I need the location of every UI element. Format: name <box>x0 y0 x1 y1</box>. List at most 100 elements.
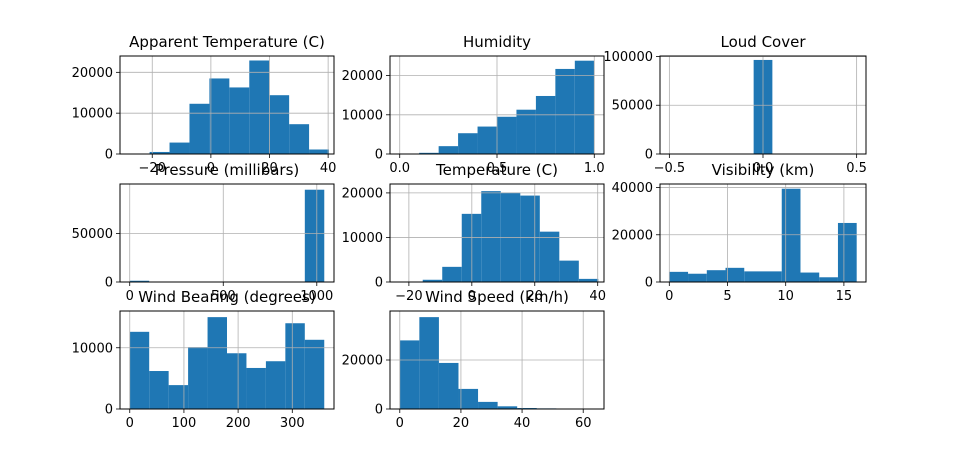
histogram-panel: 0.0 0.5 1.0 0 10000 20000 Humidity <box>342 33 605 176</box>
histogram-bar <box>688 273 707 282</box>
x-tick-label: 0 <box>468 289 476 304</box>
histogram-bar <box>539 231 560 282</box>
y-tick-label: 20000 <box>342 354 383 369</box>
histogram-bar <box>289 124 310 154</box>
x-tick-label: 5 <box>723 289 731 304</box>
panel-title: Humidity <box>463 33 531 51</box>
histogram-bar <box>481 191 501 282</box>
y-tick-label: 10000 <box>72 341 113 356</box>
x-tick-label: 1000 <box>300 289 333 304</box>
histogram-panel: −20 0 20 40 0 10000 20000 Temperature (C) <box>342 161 606 304</box>
x-tick-label: 0.5 <box>846 161 867 176</box>
histogram-bar <box>458 133 478 154</box>
x-tick-label: 15 <box>836 289 853 304</box>
histogram-bar <box>269 95 290 154</box>
axes-frame <box>389 183 605 283</box>
histogram-bar <box>763 271 782 282</box>
histogram-bar <box>209 78 230 154</box>
histogram-panel: −20 0 20 40 0 10000 20000 Apparent Temperature … <box>72 33 337 176</box>
histogram-bar <box>422 279 443 282</box>
y-tick-label: 20000 <box>612 228 653 243</box>
histogram-bar <box>837 222 857 282</box>
histogram-bar <box>438 146 459 154</box>
x-tick-label: 200 <box>226 416 251 431</box>
histogram-panel: 0 20 40 60 0 20000 Wind Speed (km/h) <box>342 288 605 431</box>
histogram-bar <box>442 266 462 282</box>
histogram-bar <box>555 68 575 154</box>
axes-frame <box>119 55 335 155</box>
histogram-bar <box>265 361 286 409</box>
x-tick-label: 0 <box>396 416 404 431</box>
y-tick-label: 100000 <box>603 50 653 65</box>
histogram-bar <box>706 270 726 282</box>
histogram-bar <box>478 401 498 409</box>
histogram-bar <box>419 152 439 154</box>
panel-title: Wind Bearing (degrees) <box>138 288 315 306</box>
y-tick-label: 0 <box>105 403 113 418</box>
x-tick-label: 40 <box>320 161 337 176</box>
histogram-bar <box>207 317 227 410</box>
histogram-bar <box>497 406 518 409</box>
x-tick-label: 10 <box>777 289 794 304</box>
histogram-bar <box>227 353 247 409</box>
y-tick-label: 0 <box>105 148 113 163</box>
x-tick-label: 0.5 <box>487 161 508 176</box>
histogram-bar <box>458 388 479 409</box>
panel-title: Wind Speed (km/h) <box>425 288 569 306</box>
y-tick-label: 20000 <box>342 69 383 84</box>
histogram-bar <box>285 323 305 409</box>
y-tick-label: 0 <box>375 148 383 163</box>
histogram-bar <box>168 385 189 409</box>
y-tick-label: 0 <box>375 403 383 418</box>
histogram-bar <box>819 277 838 282</box>
axes-frame <box>119 310 335 410</box>
x-tick-label: −0.5 <box>654 161 686 176</box>
y-tick-label: 0 <box>375 276 383 291</box>
histogram-bar <box>149 151 170 154</box>
histogram-bar <box>574 60 595 155</box>
histogram-bar <box>516 109 536 154</box>
panel-title: Temperature (C) <box>435 161 558 179</box>
y-tick-label: 10000 <box>342 231 383 246</box>
x-tick-label: 60 <box>575 416 592 431</box>
y-tick-label: 0 <box>105 276 113 291</box>
histogram-bar <box>725 267 745 282</box>
histogram-bar <box>399 340 420 409</box>
x-tick-label: 100 <box>172 416 197 431</box>
panel-title: Loud Cover <box>721 33 807 51</box>
y-tick-label: 40000 <box>612 181 653 196</box>
panel-title: Apparent Temperature (C) <box>129 33 325 51</box>
histogram-bar <box>477 126 497 154</box>
y-tick-label: 10000 <box>342 108 383 123</box>
x-tick-label: 0 <box>126 416 134 431</box>
y-tick-label: 20000 <box>72 66 113 81</box>
x-tick-label: −20 <box>395 289 422 304</box>
x-tick-label: 500 <box>211 289 236 304</box>
x-tick-label: 0.0 <box>389 161 410 176</box>
axes-frame <box>659 183 867 283</box>
histogram-bar <box>149 371 169 409</box>
x-tick-label: −20 <box>139 161 166 176</box>
histogram-bar <box>249 60 270 154</box>
histogram-bar <box>309 149 330 154</box>
x-tick-label: 20 <box>453 416 470 431</box>
histogram-bar <box>169 142 190 154</box>
panel-title: Pressure (millibars) <box>155 161 300 179</box>
y-tick-label: 10000 <box>72 107 113 122</box>
histogram-panel: 0 500 1000 0 50000 Pressure (millibars) <box>72 161 335 304</box>
histogram-bar <box>229 87 250 154</box>
histogram-bar <box>520 195 540 282</box>
x-tick-label: 20 <box>526 289 543 304</box>
y-tick-label: 0 <box>645 276 653 291</box>
histogram-bar <box>304 189 325 282</box>
x-tick-label: 40 <box>514 416 531 431</box>
histogram-bar <box>800 272 820 282</box>
histogram-bar <box>559 260 579 282</box>
histogram-bar <box>129 280 150 282</box>
histogram-bar <box>304 339 325 409</box>
histogram-bar <box>419 317 439 410</box>
histogram-bar <box>189 103 210 154</box>
y-tick-label: 0 <box>645 148 653 163</box>
